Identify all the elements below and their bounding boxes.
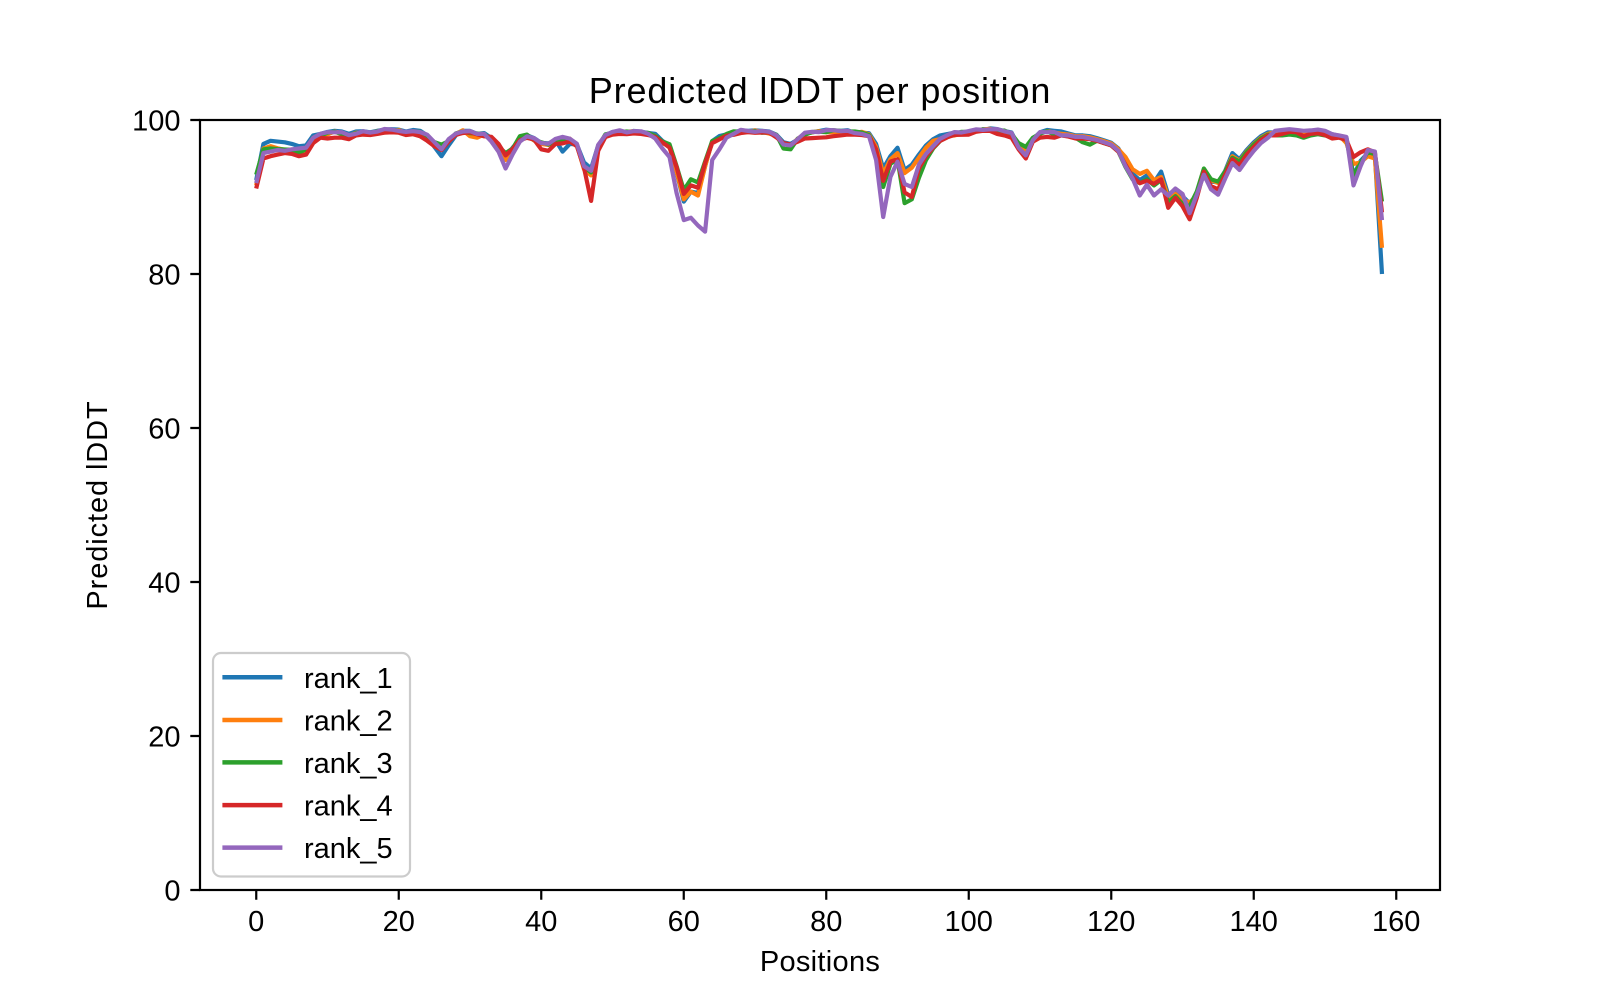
svg-text:20: 20	[383, 906, 415, 938]
svg-text:80: 80	[148, 260, 180, 292]
svg-text:60: 60	[668, 906, 700, 938]
svg-text:40: 40	[148, 568, 180, 600]
svg-text:rank_1: rank_1	[304, 663, 393, 695]
svg-text:0: 0	[164, 876, 180, 908]
svg-text:40: 40	[525, 906, 557, 938]
svg-text:20: 20	[148, 722, 180, 754]
svg-text:160: 160	[1372, 906, 1420, 938]
svg-text:rank_5: rank_5	[304, 833, 393, 865]
svg-text:0: 0	[248, 906, 264, 938]
svg-text:Positions: Positions	[760, 946, 880, 978]
svg-text:Predicted lDDT: Predicted lDDT	[82, 400, 114, 609]
svg-text:rank_2: rank_2	[304, 706, 393, 738]
svg-text:rank_4: rank_4	[304, 791, 393, 823]
svg-text:60: 60	[148, 414, 180, 446]
svg-text:100: 100	[945, 906, 993, 938]
svg-text:120: 120	[1087, 906, 1135, 938]
svg-text:100: 100	[132, 106, 180, 138]
svg-text:80: 80	[810, 906, 842, 938]
svg-text:140: 140	[1230, 906, 1278, 938]
svg-text:Predicted lDDT per position: Predicted lDDT per position	[589, 70, 1052, 111]
svg-text:rank_3: rank_3	[304, 748, 393, 780]
